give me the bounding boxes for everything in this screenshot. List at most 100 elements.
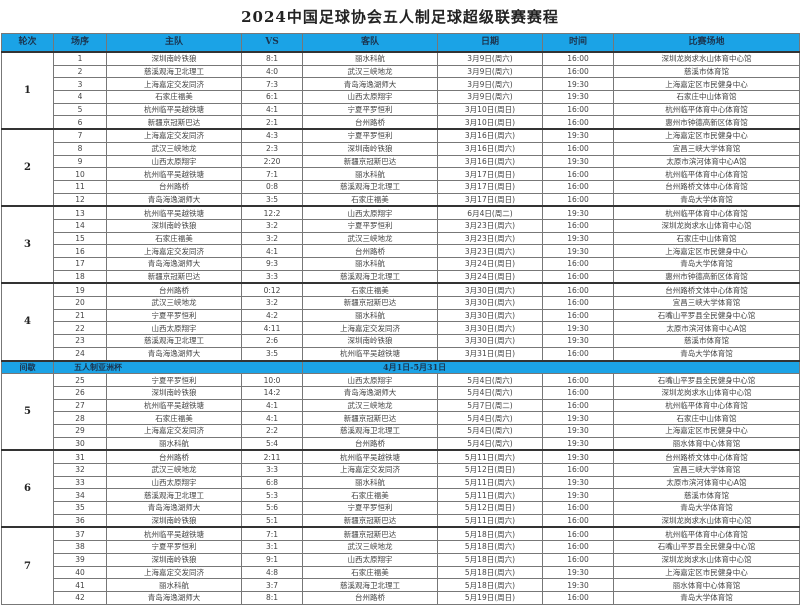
- home-team: 台州路桥: [106, 282, 242, 298]
- table-row: 30 丽水科航 5:4 台州路桥 5月4日(周六) 19:30 丽水体育中心体育馆: [2, 436, 800, 451]
- table-row: 1 1 深圳南岭铁狼 8:1 丽水科航 3月9日(周六) 16:00 深圳龙岗求水山体育中心馆: [1, 50, 800, 130]
- venue: 台州路桥文体中心体育馆: [613, 179, 800, 194]
- home-team: 上海嘉定交发同济: [106, 128, 242, 143]
- score: 8:1: [241, 50, 303, 66]
- table-row: 8 武汉三峡地龙 2:3 深圳南岭铁狼 3月16日(周六) 16:00 宜昌三峡大学体育馆: [2, 141, 800, 156]
- date: 3月31日(周日): [437, 346, 543, 362]
- time: 16:00: [542, 346, 614, 362]
- match-no: 4: [53, 90, 107, 104]
- date: 3月24日(周日): [437, 269, 543, 284]
- match-no: 38: [53, 540, 107, 554]
- away-team: 石家庄福美: [302, 488, 438, 503]
- table-row: 33 山西太原翔宇 6:8 丽水科航 5月11日(周六) 19:30 太原市滨河体育中心A馆: [2, 475, 800, 490]
- break-event: 五人制亚洲杯: [53, 359, 303, 375]
- time: 16:00: [542, 552, 614, 567]
- table-row: 11 台州路桥 0:8 慈溪观海卫北理工 3月17日(周日) 16:00 台州路桥文体中心体…: [2, 179, 800, 194]
- match-no: 12: [53, 192, 107, 207]
- date: 3月10日(周日): [437, 102, 543, 117]
- home-team: 杭州临平吴越铁塘: [106, 205, 242, 220]
- date: 3月30日(周六): [437, 334, 543, 348]
- home-team: 上海嘉定交发同济: [106, 423, 242, 438]
- venue: 青岛大学体育馆: [613, 192, 800, 207]
- date: 6月4日(周二): [437, 205, 543, 220]
- venue: 石嘴山平罗县全民健身中心馆: [613, 540, 800, 554]
- away-team: 深圳南岭铁狼: [302, 334, 438, 348]
- away-team: 山西太原翔宇: [302, 205, 438, 220]
- home-team: 青岛海逸湖师大: [106, 590, 242, 605]
- date: 3月30日(周六): [437, 308, 543, 323]
- date: 5月4日(周六): [437, 436, 543, 451]
- table-row: 17 青岛海逸湖师大 9:3 丽水科航 3月24日(周日) 16:00 青岛大学体育馆: [2, 257, 800, 271]
- venue: 深圳龙岗求水山体育中心馆: [613, 385, 800, 400]
- score: 3:3: [241, 269, 303, 284]
- venue: 台州路桥文体中心体育馆: [613, 282, 800, 298]
- table-row: 38 宁夏平罗恒利 3:1 武汉三峡地龙 5月18日(周六) 16:00 石嘴山平罗县全民健…: [2, 540, 800, 554]
- score: 4:2: [241, 308, 303, 323]
- venue: 丽水体育中心体育馆: [613, 436, 800, 451]
- away-team: 杭州临平吴越铁塘: [302, 346, 438, 362]
- home-team: 深圳南岭铁狼: [106, 552, 242, 567]
- date: 3月30日(周六): [437, 296, 543, 310]
- match-no: 8: [53, 141, 107, 156]
- away-team: 慈溪观海卫北理工: [302, 179, 438, 194]
- round-cell: 7: [1, 526, 54, 605]
- away-team: 上海嘉定交发同济: [302, 321, 438, 336]
- score: 4:11: [241, 321, 303, 336]
- header-row: 轮次 场序 主队 VS 客队 日期 时间 比赛场地: [1, 33, 800, 53]
- venue: 石嘴山平罗县全民健身中心馆: [613, 308, 800, 323]
- score: 10:0: [241, 373, 303, 387]
- date: 3月16日(周六): [437, 128, 543, 143]
- table-row: 18 新疆京冠斯巴达 3:3 慈溪观海卫北理工 3月24日(周日) 16:00 惠州市钟德高…: [2, 269, 800, 284]
- match-no: 39: [53, 552, 107, 567]
- match-no: 32: [53, 463, 107, 477]
- score: 2:11: [241, 449, 303, 465]
- match-no: 36: [53, 513, 107, 528]
- away-team: 丽水科航: [302, 167, 438, 181]
- table-row: 42 青岛海逸湖师大 8:1 台州路桥 5月19日(周日) 16:00 青岛大学体育馆: [2, 590, 800, 605]
- date: 5月4日(周六): [437, 385, 543, 400]
- venue: 慈溪市体育馆: [613, 64, 800, 79]
- away-team: 台州路桥: [302, 590, 438, 605]
- match-no: 5: [53, 102, 107, 117]
- match-no: 14: [53, 218, 107, 233]
- time: 16:00: [542, 50, 614, 66]
- match-no: 16: [53, 244, 107, 258]
- score: 2:20: [241, 154, 303, 169]
- venue: 太原市滨河体育中心A馆: [613, 154, 800, 169]
- time: 19:30: [542, 565, 614, 580]
- date: 3月23日(周六): [437, 218, 543, 233]
- away-team: 武汉三峡地龙: [302, 398, 438, 413]
- date: 3月9日(周六): [437, 77, 543, 92]
- venue: 深圳龙岗求水山体育中心馆: [613, 50, 800, 66]
- venue: 慈溪市体育馆: [613, 488, 800, 503]
- venue: 深圳龙岗求水山体育中心馆: [613, 552, 800, 567]
- date: 5月4日(周六): [437, 411, 543, 425]
- score: 12:2: [241, 205, 303, 220]
- home-team: 深圳南岭铁狼: [106, 385, 242, 400]
- score: 3:2: [241, 296, 303, 310]
- time: 16:00: [542, 102, 614, 117]
- home-team: 新疆京冠斯巴达: [106, 269, 242, 284]
- time: 16:00: [542, 257, 614, 271]
- time: 19:30: [542, 334, 614, 348]
- home-team: 杭州临平吴越铁塘: [106, 102, 242, 117]
- away-team: 深圳南岭铁狼: [302, 141, 438, 156]
- score: 5:3: [241, 488, 303, 503]
- score: 5:6: [241, 501, 303, 515]
- schedule-body: 1 1 深圳南岭铁狼 8:1 丽水科航 3月9日(周六) 16:00 深圳龙岗求水山体育中心馆…: [1, 50, 800, 605]
- venue: 上海嘉定区市民健身中心: [613, 128, 800, 143]
- venue: 石家庄中山体育馆: [613, 231, 800, 246]
- home-team: 宁夏平罗恒利: [106, 373, 242, 387]
- match-no: 20: [53, 296, 107, 310]
- round-cell: 5: [1, 373, 54, 451]
- match-no: 2: [53, 64, 107, 79]
- date: 3月23日(周六): [437, 231, 543, 246]
- home-team: 青岛海逸湖师大: [106, 346, 242, 362]
- time: 19:30: [542, 321, 614, 336]
- match-no: 29: [53, 423, 107, 438]
- match-no: 1: [53, 50, 107, 66]
- score: 4:8: [241, 565, 303, 580]
- match-no: 37: [53, 526, 107, 542]
- score: 3:5: [241, 346, 303, 362]
- score: 2:3: [241, 141, 303, 156]
